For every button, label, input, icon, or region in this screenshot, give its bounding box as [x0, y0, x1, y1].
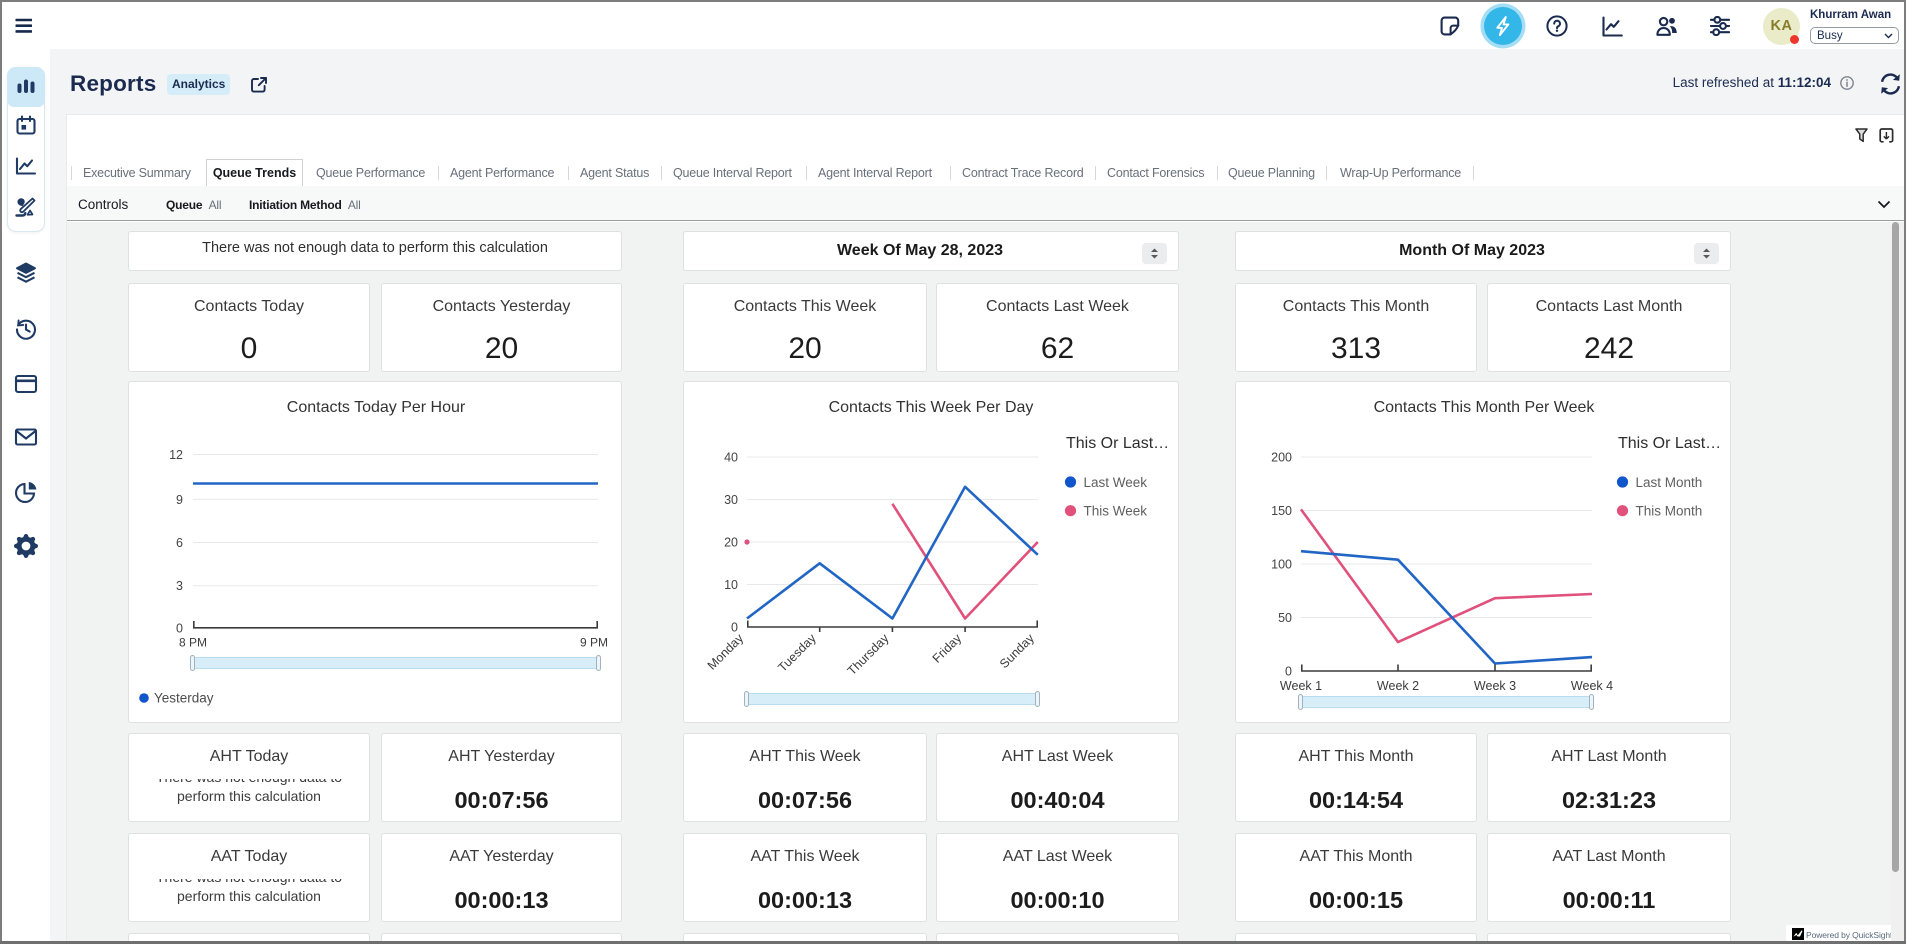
svg-text:150: 150: [1271, 504, 1292, 518]
svg-text:This Or Last…: This Or Last…: [1066, 435, 1169, 452]
svg-text:Friday: Friday: [930, 631, 965, 666]
svg-text:This Week: This Week: [1084, 504, 1148, 519]
svg-text:Contacts This Month Per Week: Contacts This Month Per Week: [1374, 399, 1596, 416]
svg-text:9 PM: 9 PM: [580, 636, 608, 650]
svg-text:0: 0: [731, 621, 738, 635]
svg-text:This Month: This Month: [1636, 504, 1703, 519]
svg-text:50: 50: [1278, 611, 1292, 625]
svg-text:Tuesday: Tuesday: [775, 631, 819, 675]
svg-text:200: 200: [1271, 451, 1292, 465]
svg-text:Monday: Monday: [705, 631, 747, 673]
svg-text:Contacts This Week Per Day: Contacts This Week Per Day: [829, 399, 1034, 416]
svg-text:Sunday: Sunday: [997, 631, 1037, 671]
svg-text:40: 40: [724, 451, 738, 465]
svg-text:20: 20: [724, 536, 738, 550]
svg-text:0: 0: [176, 621, 183, 635]
svg-text:Week 1: Week 1: [1280, 679, 1322, 693]
svg-text:8 PM: 8 PM: [179, 636, 207, 650]
svg-text:Contacts Today Per Hour: Contacts Today Per Hour: [287, 399, 466, 416]
svg-text:3: 3: [176, 579, 183, 593]
svg-text:Thursday: Thursday: [845, 631, 892, 678]
svg-text:0: 0: [1285, 665, 1292, 679]
svg-text:100: 100: [1271, 558, 1292, 572]
svg-text:Week 3: Week 3: [1474, 679, 1516, 693]
svg-text:30: 30: [724, 493, 738, 507]
svg-text:This Or Last…: This Or Last…: [1618, 435, 1721, 452]
svg-text:Last Month: Last Month: [1636, 475, 1703, 490]
svg-text:Yesterday: Yesterday: [154, 691, 214, 706]
svg-text:Week 4: Week 4: [1571, 679, 1613, 693]
svg-text:10: 10: [724, 578, 738, 592]
svg-text:Last Week: Last Week: [1084, 475, 1148, 490]
svg-text:Week 2: Week 2: [1377, 679, 1419, 693]
svg-text:12: 12: [169, 448, 183, 462]
svg-text:9: 9: [176, 493, 183, 507]
svg-text:6: 6: [176, 536, 183, 550]
